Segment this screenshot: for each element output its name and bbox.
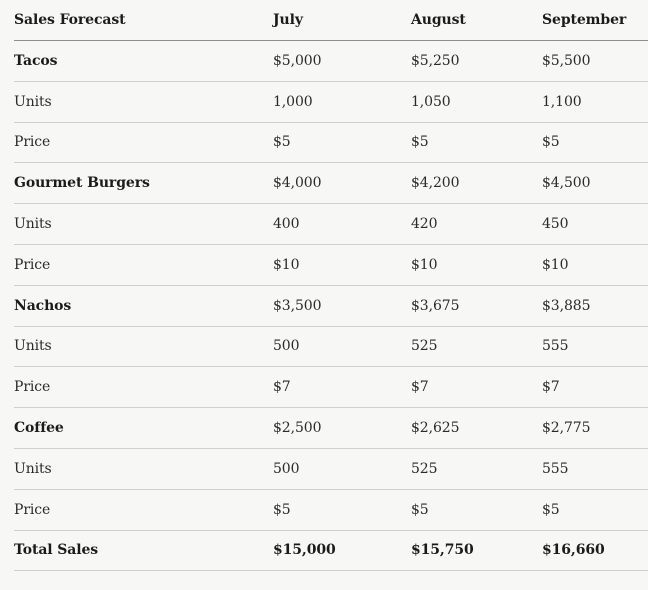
row-label: Units: [14, 216, 52, 233]
row-label: Nachos: [14, 297, 72, 314]
table-row: Units 1,000 1,050 1,100: [14, 82, 648, 123]
row-label: Price: [14, 134, 51, 151]
header-september: September: [542, 12, 627, 28]
row-label: Units: [14, 93, 52, 110]
row-label: Units: [14, 338, 52, 355]
table-row: Units 500 525 555: [14, 449, 648, 490]
table-row: Price $5 $5 $5: [14, 123, 648, 164]
cell-august: $4,200: [411, 175, 460, 192]
header-sales-forecast: Sales Forecast: [14, 12, 126, 28]
cell-september: 450: [542, 216, 569, 233]
table-row: Coffee $2,500 $2,625 $2,775: [14, 408, 648, 449]
cell-july: $2,500: [273, 420, 322, 437]
row-label: Tacos: [14, 52, 58, 69]
cell-august: 525: [411, 460, 438, 477]
cell-july: $5,000: [273, 52, 322, 69]
cell-august: 420: [411, 216, 438, 233]
cell-july: 500: [273, 460, 300, 477]
cell-august: $10: [411, 256, 438, 273]
cell-july: $5: [273, 134, 291, 151]
row-label: Price: [14, 256, 51, 273]
cell-september: $3,885: [542, 297, 591, 314]
row-label: Total Sales: [14, 542, 99, 559]
cell-september: $16,660: [542, 542, 605, 559]
row-label: Units: [14, 460, 52, 477]
row-label: Gourmet Burgers: [14, 175, 150, 192]
cell-august: $3,675: [411, 297, 460, 314]
cell-august: $5: [411, 501, 429, 518]
cell-july: $5: [273, 501, 291, 518]
cell-july: 1,000: [273, 93, 313, 110]
sales-forecast-table: Sales Forecast July August September Tac…: [14, 0, 648, 572]
cell-july: $15,000: [273, 542, 336, 559]
row-label: Coffee: [14, 420, 64, 437]
cell-july: 400: [273, 216, 300, 233]
table-row: Price $5 $5 $5: [14, 490, 648, 531]
cell-august: 1,050: [411, 93, 451, 110]
cell-july: $10: [273, 256, 300, 273]
cell-september: $5: [542, 134, 560, 151]
table-row: Price $10 $10 $10: [14, 245, 648, 286]
table-row: Total Sales $15,000 $15,750 $16,660: [14, 531, 648, 572]
cell-july: $4,000: [273, 175, 322, 192]
cell-september: $4,500: [542, 175, 591, 192]
cell-august: $15,750: [411, 542, 474, 559]
cell-july: $3,500: [273, 297, 322, 314]
cell-september: 555: [542, 460, 569, 477]
cell-august: $5,250: [411, 52, 460, 69]
cell-september: $5,500: [542, 52, 591, 69]
header-july: July: [273, 12, 303, 28]
cell-august: $2,625: [411, 420, 460, 437]
cell-september: $7: [542, 379, 560, 396]
table-row: Gourmet Burgers $4,000 $4,200 $4,500: [14, 163, 648, 205]
row-label: Price: [14, 501, 51, 518]
cell-july: 500: [273, 338, 300, 355]
cell-september: $10: [542, 256, 569, 273]
table-row: Tacos $5,000 $5,250 $5,500: [14, 41, 648, 82]
cell-september: 1,100: [542, 93, 582, 110]
table-body: Tacos $5,000 $5,250 $5,500 Units 1,000 1,050 1,…: [14, 41, 648, 572]
header-august: August: [411, 12, 466, 28]
cell-august: $7: [411, 379, 429, 396]
cell-august: $5: [411, 134, 429, 151]
cell-september: $5: [542, 501, 560, 518]
row-label: Price: [14, 379, 51, 396]
cell-august: 525: [411, 338, 438, 355]
table-row: Price $7 $7 $7: [14, 367, 648, 409]
cell-july: $7: [273, 379, 291, 396]
table-header-row: Sales Forecast July August September: [14, 0, 648, 41]
cell-september: $2,775: [542, 420, 591, 437]
cell-september: 555: [542, 338, 569, 355]
table-row: Units 400 420 450: [14, 204, 648, 245]
table-row: Units 500 525 555: [14, 327, 648, 368]
table-row: Nachos $3,500 $3,675 $3,885: [14, 286, 648, 327]
